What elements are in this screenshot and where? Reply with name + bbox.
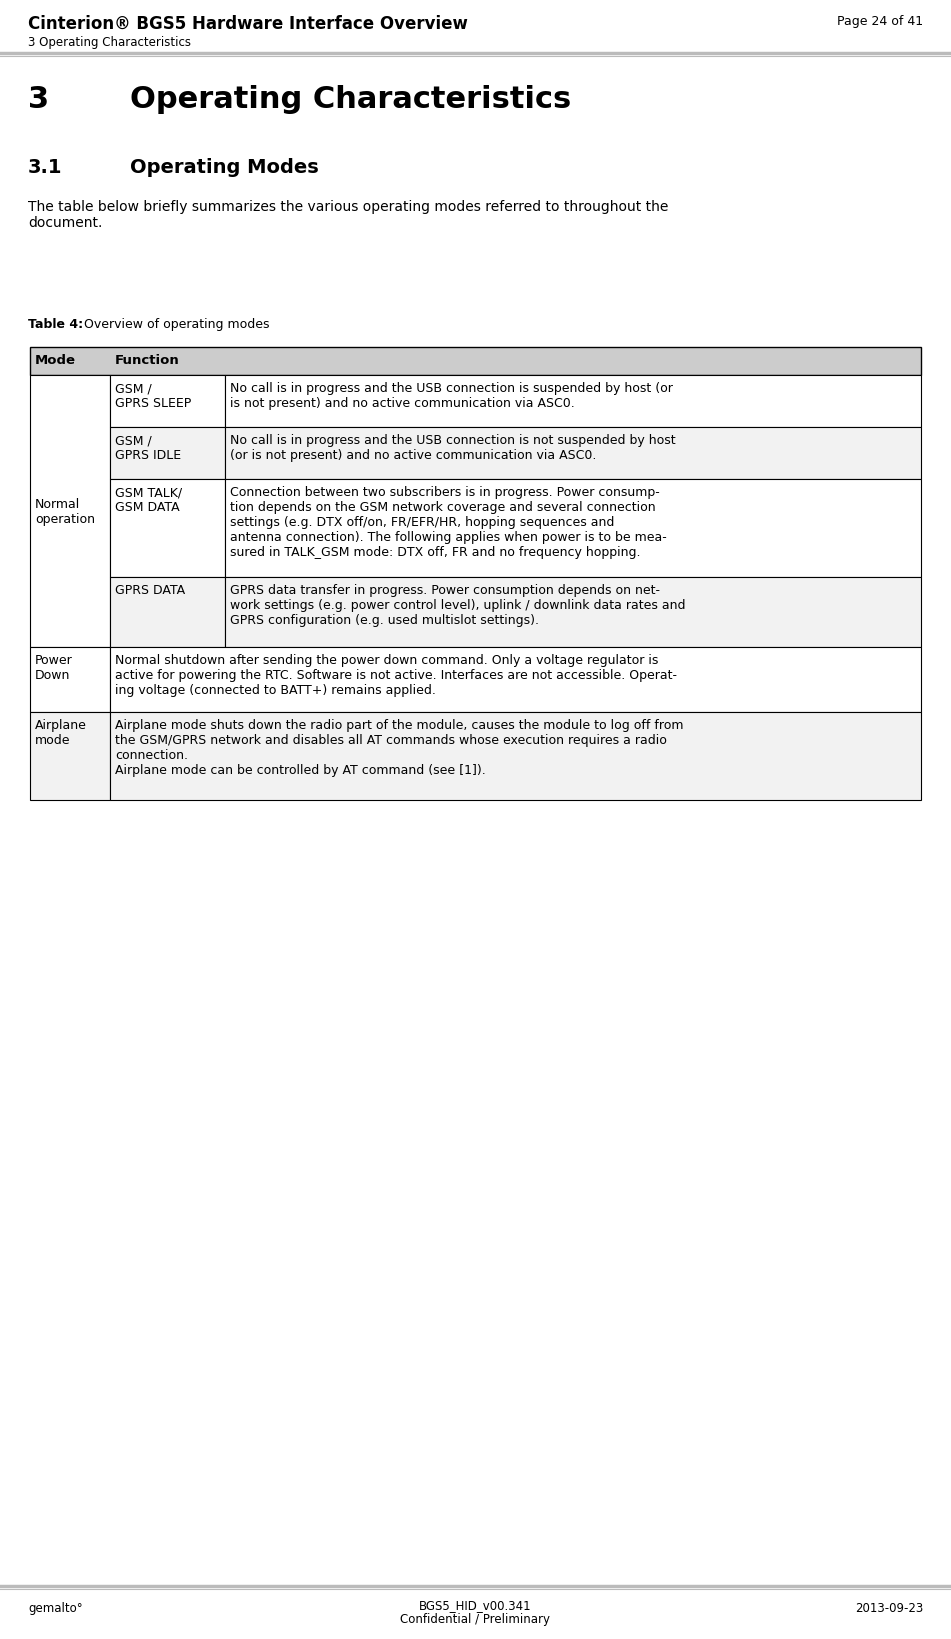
Bar xyxy=(110,375,225,428)
Text: 2013-09-23: 2013-09-23 xyxy=(855,1601,923,1614)
Text: gemalto°: gemalto° xyxy=(28,1601,83,1614)
Text: Operating Modes: Operating Modes xyxy=(130,157,319,177)
Text: GPRS data transfer in progress. Power consumption depends on net-
work settings : GPRS data transfer in progress. Power co… xyxy=(230,583,686,626)
Bar xyxy=(225,428,921,480)
Text: Power
Down: Power Down xyxy=(35,654,72,682)
Text: GPRS DATA: GPRS DATA xyxy=(115,583,185,597)
Text: 3: 3 xyxy=(28,85,49,115)
Text: GSM /
GPRS IDLE: GSM / GPRS IDLE xyxy=(115,434,181,462)
Text: GSM /
GPRS SLEEP: GSM / GPRS SLEEP xyxy=(115,382,191,410)
Bar xyxy=(110,713,921,800)
Text: Cinterion® BGS5 Hardware Interface Overview: Cinterion® BGS5 Hardware Interface Overv… xyxy=(28,15,468,33)
Bar xyxy=(225,577,921,647)
Text: Overview of operating modes: Overview of operating modes xyxy=(76,318,269,331)
Bar xyxy=(110,647,921,713)
Bar xyxy=(30,647,110,713)
Bar xyxy=(110,428,225,480)
Text: 3 Operating Characteristics: 3 Operating Characteristics xyxy=(28,36,191,49)
Text: Connection between two subscribers is in progress. Power consump-
tion depends o: Connection between two subscribers is in… xyxy=(230,485,667,559)
Text: No call is in progress and the USB connection is not suspended by host
(or is no: No call is in progress and the USB conne… xyxy=(230,434,675,462)
Text: Table 4:: Table 4: xyxy=(28,318,83,331)
Text: Function: Function xyxy=(115,354,180,367)
Text: GSM TALK/
GSM DATA: GSM TALK/ GSM DATA xyxy=(115,485,183,513)
Text: Normal
operation: Normal operation xyxy=(35,498,95,526)
Text: 3.1: 3.1 xyxy=(28,157,63,177)
Text: Confidential / Preliminary: Confidential / Preliminary xyxy=(400,1613,551,1624)
Text: No call is in progress and the USB connection is suspended by host (or
is not pr: No call is in progress and the USB conne… xyxy=(230,382,673,410)
Bar xyxy=(30,347,921,375)
Bar xyxy=(110,480,225,577)
Text: Mode: Mode xyxy=(35,354,76,367)
Text: Operating Characteristics: Operating Characteristics xyxy=(130,85,572,115)
Bar xyxy=(110,577,225,647)
Text: BGS5_HID_v00.341: BGS5_HID_v00.341 xyxy=(419,1598,532,1611)
Text: Normal shutdown after sending the power down command. Only a voltage regulator i: Normal shutdown after sending the power … xyxy=(115,654,677,697)
Text: Page 24 of 41: Page 24 of 41 xyxy=(837,15,923,28)
Text: Airplane mode shuts down the radio part of the module, causes the module to log : Airplane mode shuts down the radio part … xyxy=(115,718,684,777)
Text: The table below briefly summarizes the various operating modes referred to throu: The table below briefly summarizes the v… xyxy=(28,200,669,229)
Bar xyxy=(225,375,921,428)
Text: Airplane
mode: Airplane mode xyxy=(35,718,87,746)
Bar xyxy=(225,480,921,577)
Bar xyxy=(30,713,110,800)
Bar xyxy=(30,375,110,647)
